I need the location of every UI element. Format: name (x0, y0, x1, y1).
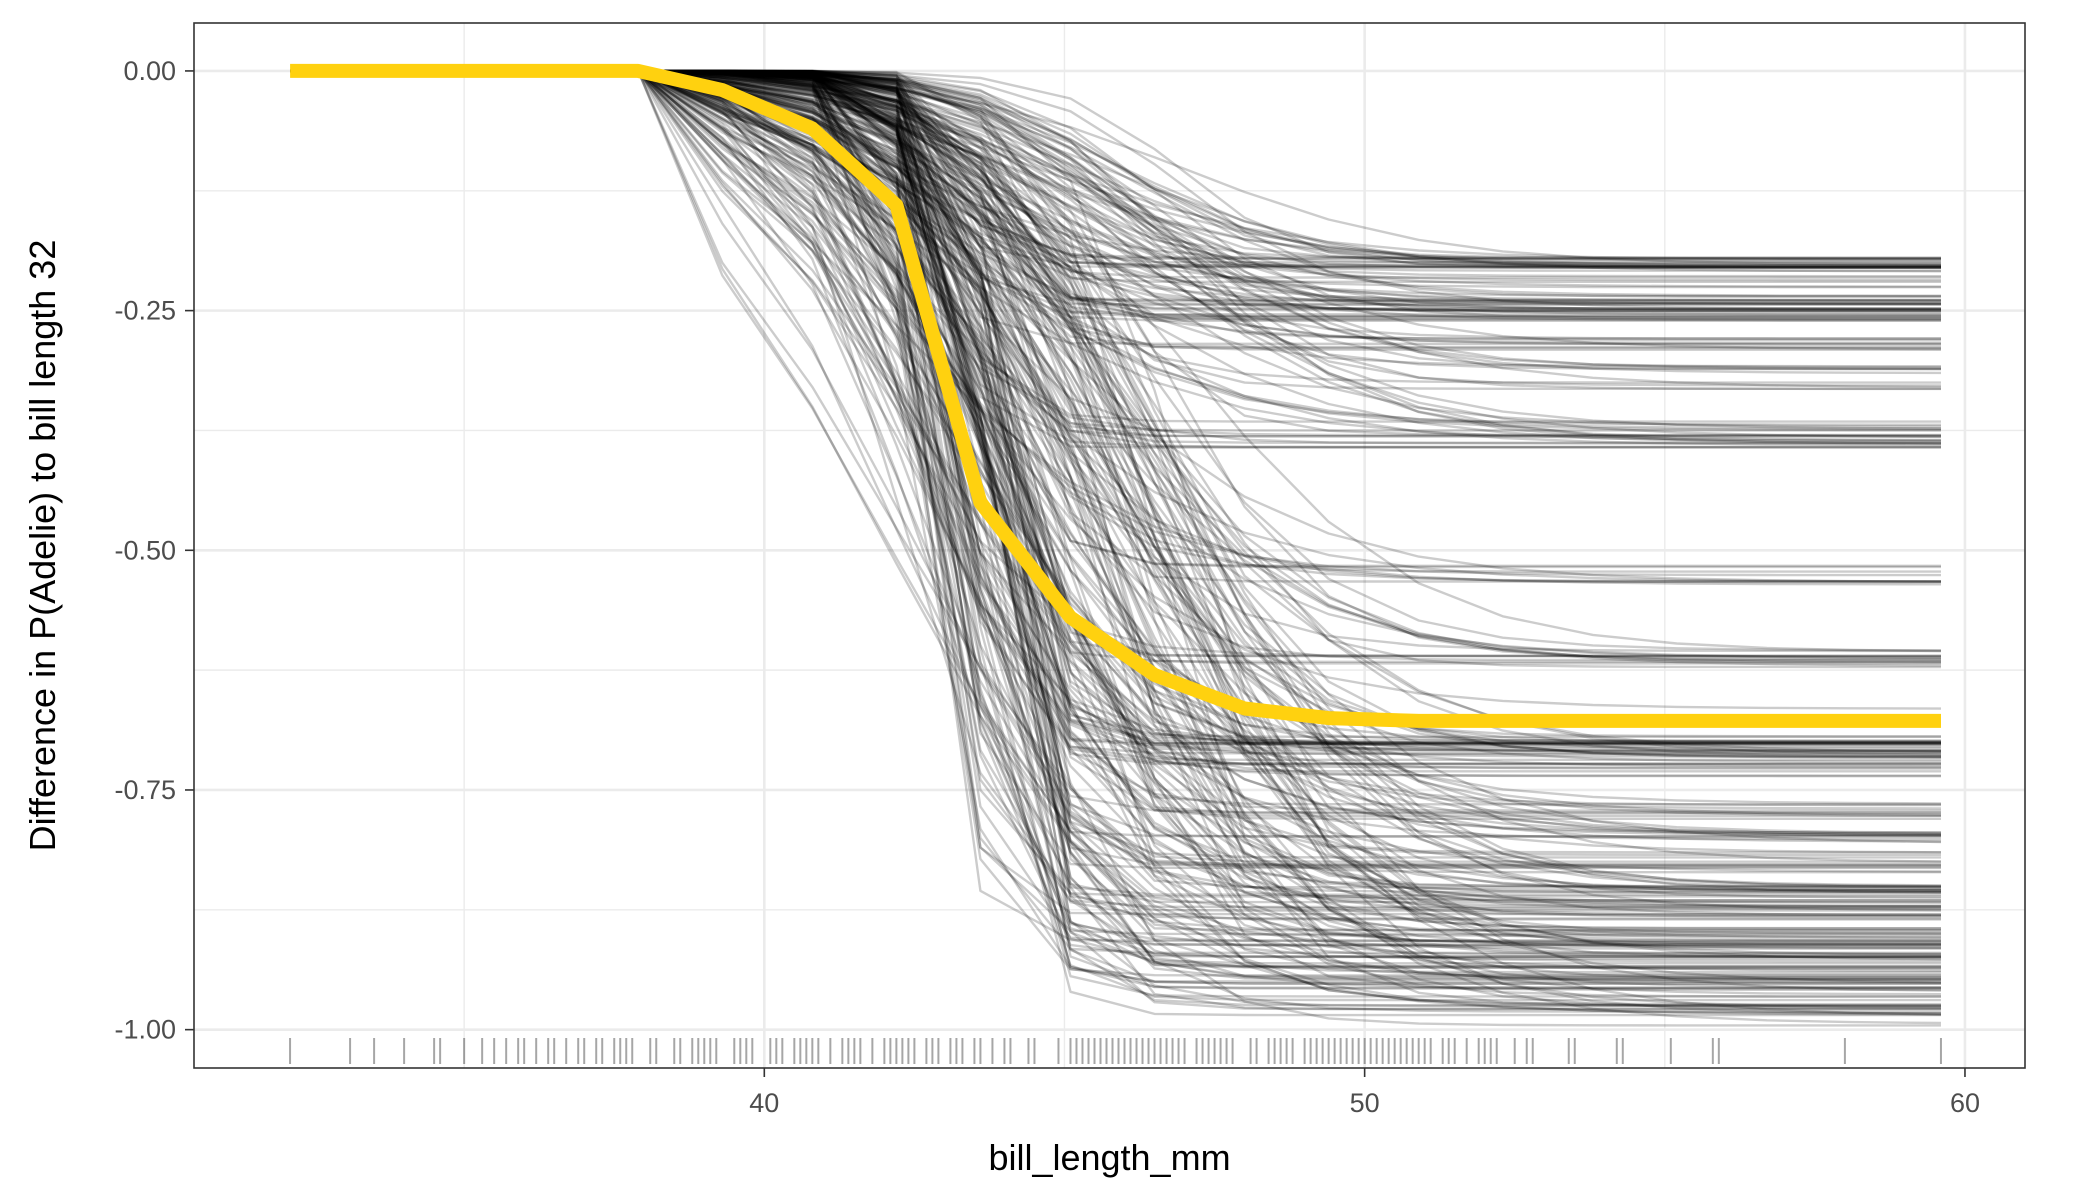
y-axis-title: Difference in P(Adelie) to bill length 3… (22, 240, 63, 852)
x-tick-label: 60 (1950, 1088, 1980, 1118)
y-axis: 0.00 -0.25 -0.50 -0.75 -1.00 (114, 56, 194, 1045)
y-tick-label: -1.00 (114, 1015, 176, 1045)
y-tick-label: -0.50 (114, 535, 176, 565)
y-tick-label: -0.75 (114, 775, 176, 805)
y-tick-label: -0.25 (114, 296, 176, 326)
x-tick-label: 50 (1350, 1088, 1380, 1118)
x-axis: 40 50 60 (749, 1068, 1980, 1118)
grid (194, 23, 2025, 1068)
average-line-group (290, 63, 1941, 728)
average-line (290, 63, 1941, 728)
y-tick-label: 0.00 (123, 56, 176, 86)
panel-border (193, 22, 2026, 1069)
x-axis-title: bill_length_mm (988, 1137, 1230, 1178)
x-tick-label: 40 (749, 1088, 779, 1118)
rug (289, 1038, 1942, 1064)
